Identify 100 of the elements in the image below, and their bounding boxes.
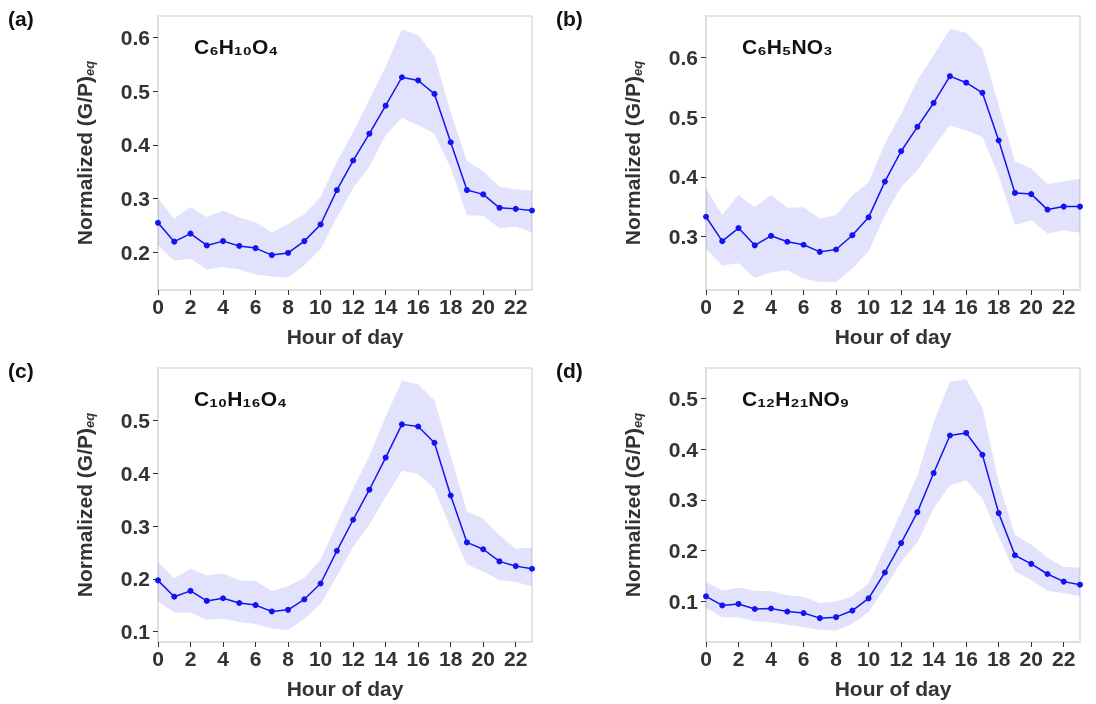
- annotation: C₆H₁₀O₄: [194, 35, 279, 58]
- point: [963, 79, 970, 86]
- point: [898, 148, 905, 155]
- point: [1028, 560, 1035, 567]
- point: [285, 606, 292, 613]
- point: [735, 600, 742, 607]
- point: [833, 246, 840, 253]
- x-tick-label: 6: [797, 295, 810, 318]
- y-tick-label: 0.2: [120, 240, 150, 264]
- x-tick-label: 0: [700, 295, 712, 318]
- point: [333, 547, 340, 554]
- y-axis-title: Normalized (G/P)eq: [621, 412, 645, 598]
- x-tick-label: 6: [249, 647, 262, 670]
- x-tick-label: 6: [797, 647, 810, 670]
- x-tick-label: 14: [373, 647, 398, 670]
- point: [914, 123, 921, 130]
- point: [463, 539, 470, 546]
- point: [833, 614, 840, 621]
- point: [1077, 581, 1083, 588]
- point: [735, 225, 742, 232]
- x-tick-label: 2: [732, 647, 745, 670]
- point: [220, 238, 227, 245]
- point: [529, 207, 535, 214]
- point: [496, 558, 503, 565]
- x-tick-label: 8: [282, 295, 295, 318]
- point: [768, 232, 775, 239]
- point: [800, 610, 807, 617]
- x-tick-label: 2: [184, 295, 197, 318]
- point: [898, 540, 905, 547]
- point: [171, 238, 178, 245]
- x-axis-title: Hour of day: [286, 325, 404, 348]
- point: [719, 238, 726, 245]
- y-tick-label: 0.5: [120, 79, 151, 103]
- point: [333, 187, 340, 194]
- point: [512, 205, 519, 212]
- x-tick-label: 10: [856, 295, 881, 318]
- x-tick-label: 12: [889, 647, 913, 670]
- point: [816, 248, 823, 255]
- point: [800, 241, 807, 248]
- point: [751, 242, 758, 249]
- point: [463, 187, 470, 194]
- point: [1044, 571, 1051, 578]
- point: [187, 230, 194, 237]
- x-tick-label: 10: [308, 295, 333, 318]
- x-axis-title: Hour of day: [286, 677, 404, 700]
- point: [480, 191, 487, 198]
- point: [1011, 552, 1018, 559]
- point: [930, 470, 937, 477]
- point: [398, 74, 405, 81]
- x-tick-label: 8: [282, 647, 295, 670]
- x-tick-label: 4: [217, 647, 230, 670]
- point: [496, 204, 503, 211]
- point: [946, 73, 953, 80]
- point: [252, 602, 259, 609]
- x-tick-label: 18: [987, 295, 1011, 318]
- point: [382, 102, 389, 109]
- point: [480, 546, 487, 553]
- y-tick-label: 0.3: [120, 187, 150, 211]
- chart-title: (d): [556, 359, 583, 382]
- x-tick-label: 18: [987, 647, 1011, 670]
- y-tick-label: 0.4: [120, 461, 151, 485]
- x-tick-label: 14: [921, 647, 946, 670]
- y-tick-label: 0.4: [668, 437, 699, 461]
- point: [220, 595, 227, 602]
- y-axis-title: Normalized (G/P)eq: [621, 60, 645, 246]
- point: [849, 232, 856, 239]
- point: [719, 602, 726, 609]
- point: [979, 89, 986, 96]
- point: [768, 605, 775, 612]
- chart-title: (a): [8, 7, 34, 30]
- y-tick-label: 0.2: [668, 539, 698, 563]
- x-tick-label: 14: [921, 295, 946, 318]
- point: [155, 577, 161, 584]
- point: [317, 580, 324, 587]
- x-tick-label: 20: [471, 647, 495, 670]
- point: [301, 596, 308, 603]
- x-tick-label: 22: [1052, 295, 1076, 318]
- x-tick-label: 20: [1019, 647, 1043, 670]
- point: [252, 245, 259, 252]
- y-axis-title: Normalized (G/P)eq: [73, 60, 97, 246]
- y-tick-label: 0.2: [120, 567, 150, 591]
- y-tick-label: 0.6: [668, 46, 698, 70]
- point: [350, 516, 357, 523]
- x-tick-label: 0: [700, 647, 712, 670]
- annotation: C₆H₅NO₃: [742, 35, 833, 58]
- chart-title: (b): [556, 7, 583, 30]
- point: [751, 606, 758, 613]
- x-tick-label: 12: [341, 647, 365, 670]
- point: [317, 221, 324, 228]
- point: [816, 615, 823, 622]
- x-tick-label: 10: [308, 647, 333, 670]
- y-axis-title: Normalized (G/P)eq: [73, 412, 97, 598]
- annotation: C₁₂H₂₁NO₉: [742, 387, 850, 410]
- point: [447, 492, 454, 499]
- y-tick-label: 0.3: [668, 224, 698, 248]
- point: [865, 595, 872, 602]
- point: [995, 510, 1002, 517]
- x-tick-label: 12: [889, 295, 913, 318]
- x-tick-label: 12: [341, 295, 365, 318]
- y-tick-label: 0.1: [668, 589, 699, 613]
